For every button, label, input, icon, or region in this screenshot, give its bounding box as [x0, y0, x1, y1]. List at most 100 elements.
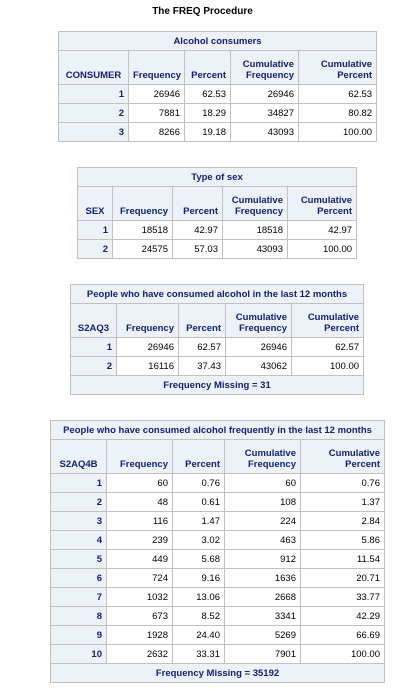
percent-cell: 62.57: [178, 337, 226, 357]
row-value: 1: [50, 473, 107, 493]
row-value: 5: [50, 549, 107, 569]
table-caption: People who have consumed alcohol in the …: [69, 284, 365, 304]
frequency-header: Frequency: [116, 303, 179, 338]
cumulative-frequency-cell: 1636: [224, 568, 301, 588]
cumulative-frequency-cell: 5269: [224, 625, 301, 645]
table-caption: Type of sex: [76, 167, 358, 187]
percent-cell: 1.47: [172, 511, 225, 531]
frequency-cell: 8266: [128, 122, 185, 142]
table-row: 1 18518 42.97 18518 42.97: [77, 220, 358, 240]
row-variable-header: CONSUMER: [58, 50, 129, 85]
row-value: 1: [58, 84, 129, 104]
table-row: 5 449 5.68 912 11.54: [50, 549, 385, 569]
row-value: 3: [58, 122, 129, 142]
cumulative-percent-header: Cumulative Percent: [297, 50, 378, 85]
percent-cell: 33.31: [172, 644, 225, 664]
table-row: 6 724 9.16 1636 20.71: [50, 568, 385, 588]
cumulative-percent-cell: 66.69: [300, 625, 385, 645]
cumulative-percent-cell: 2.84: [300, 511, 385, 531]
cumulative-frequency-header: Cumulative Frequency: [222, 186, 288, 221]
table-row: 2 48 0.61 108 1.37: [50, 492, 385, 512]
frequency-cell: 24575: [112, 239, 173, 259]
procedure-title: The FREQ Procedure: [152, 6, 253, 17]
cumulative-percent-cell: 11.54: [300, 549, 385, 569]
percent-cell: 62.53: [184, 84, 231, 104]
percent-header: Percent: [178, 303, 226, 338]
frequency-cell: 239: [106, 530, 173, 550]
cumulative-percent-cell: 33.77: [300, 587, 385, 607]
consumer-frequency-table: Alcohol consumers CONSUMER Frequency Per…: [57, 31, 378, 142]
frequency-header: Frequency: [106, 439, 173, 474]
row-value: 7: [50, 587, 107, 607]
table-row: 1 26946 62.53 26946 62.53: [58, 84, 378, 104]
percent-cell: 57.03: [172, 239, 223, 259]
cumulative-percent-header: Cumulative Percent: [290, 303, 365, 338]
frequency-cell: 673: [106, 606, 173, 626]
frequency-header: Frequency: [112, 186, 173, 221]
row-value: 2: [70, 356, 117, 376]
table-row: 1 60 0.76 60 0.76: [50, 473, 385, 493]
row-value: 8: [50, 606, 107, 626]
percent-cell: 19.18: [184, 122, 231, 142]
percent-cell: 42.97: [172, 220, 223, 240]
cumulative-frequency-header: Cumulative Frequency: [225, 303, 292, 338]
frequency-missing-note: Frequency Missing = 31: [69, 375, 365, 395]
cumulative-percent-header: Cumulative Percent: [286, 186, 358, 221]
cumulative-frequency-cell: 43093: [222, 239, 288, 259]
table-row: 4 239 3.02 463 5.86: [50, 530, 385, 550]
table-row: 1 26946 62.57 26946 62.57: [70, 337, 365, 357]
table-caption: Alcohol consumers: [57, 31, 378, 51]
table-row: 3 116 1.47 224 2.84: [50, 511, 385, 531]
frequency-cell: 1928: [106, 625, 173, 645]
s2aq4b-frequency-table: People who have consumed alcohol frequen…: [50, 420, 385, 683]
frequency-cell: 26946: [128, 84, 185, 104]
row-value: 1: [77, 220, 113, 240]
cumulative-frequency-cell: 34827: [230, 103, 299, 123]
table-row: 3 8266 19.18 43093 100.00: [58, 122, 378, 142]
percent-cell: 18.29: [184, 103, 231, 123]
frequency-cell: 60: [106, 473, 173, 493]
percent-cell: 0.76: [172, 473, 225, 493]
cumulative-percent-cell: 80.82: [297, 103, 378, 123]
cumulative-frequency-cell: 3341: [224, 606, 301, 626]
frequency-cell: 116: [106, 511, 173, 531]
row-value: 2: [50, 492, 107, 512]
percent-header: Percent: [184, 50, 231, 85]
percent-cell: 13.06: [172, 587, 225, 607]
frequency-cell: 1032: [106, 587, 173, 607]
frequency-cell: 48: [106, 492, 173, 512]
row-value: 4: [50, 530, 107, 550]
frequency-missing-note: Frequency Missing = 35192: [50, 663, 385, 683]
table-row: 9 1928 24.40 5269 66.69: [50, 625, 385, 645]
table-row: 2 24575 57.03 43093 100.00: [77, 239, 358, 259]
table-row: 2 7881 18.29 34827 80.82: [58, 103, 378, 123]
cumulative-percent-cell: 5.86: [300, 530, 385, 550]
cumulative-percent-cell: 62.57: [290, 337, 365, 357]
row-value: 3: [50, 511, 107, 531]
percent-cell: 0.61: [172, 492, 225, 512]
frequency-cell: 16116: [116, 356, 179, 376]
frequency-cell: 2632: [106, 644, 173, 664]
frequency-cell: 18518: [112, 220, 173, 240]
table-caption: People who have consumed alcohol frequen…: [50, 420, 385, 440]
percent-cell: 24.40: [172, 625, 225, 645]
cumulative-percent-cell: 42.97: [286, 220, 358, 240]
row-value: 2: [58, 103, 129, 123]
cumulative-percent-cell: 62.53: [297, 84, 378, 104]
cumulative-percent-header: Cumulative Percent: [300, 439, 385, 474]
cumulative-frequency-cell: 18518: [222, 220, 288, 240]
row-variable-header: S2AQ3: [70, 303, 117, 338]
row-value: 2: [77, 239, 113, 259]
cumulative-frequency-cell: 26946: [225, 337, 292, 357]
cumulative-percent-cell: 100.00: [297, 122, 378, 142]
table-row: 10 2632 33.31 7901 100.00: [50, 644, 385, 664]
table-row: 7 1032 13.06 2668 33.77: [50, 587, 385, 607]
frequency-cell: 26946: [116, 337, 179, 357]
cumulative-percent-cell: 0.76: [300, 473, 385, 493]
percent-cell: 5.68: [172, 549, 225, 569]
percent-cell: 8.52: [172, 606, 225, 626]
sex-frequency-table: Type of sex SEX Frequency Percent Cumula…: [76, 167, 358, 259]
row-value: 6: [50, 568, 107, 588]
cumulative-percent-cell: 42.29: [300, 606, 385, 626]
cumulative-percent-cell: 100.00: [286, 239, 358, 259]
